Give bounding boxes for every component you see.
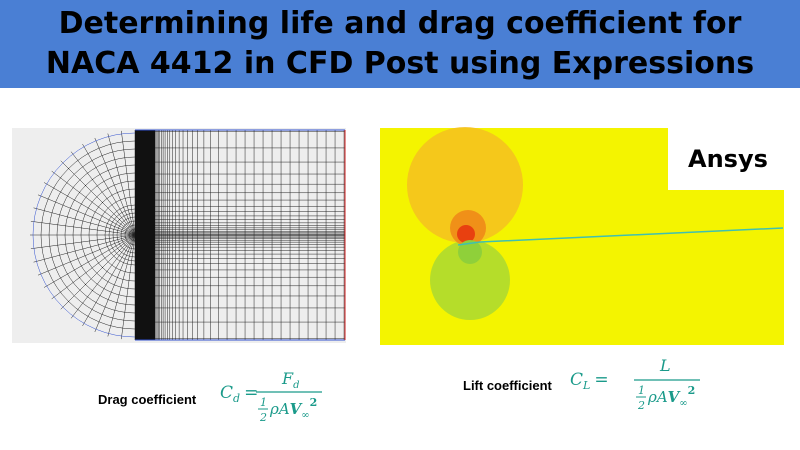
svg-text:ρAV∞2: ρAV∞2 bbox=[269, 396, 317, 421]
drag-formula: Cd = Fd 1 2 ρAV∞2 bbox=[220, 369, 322, 424]
lift-formula: CL = L 1 2 ρAV∞2 bbox=[570, 356, 700, 412]
symbol: 2 bbox=[688, 384, 696, 397]
symbol: d bbox=[293, 380, 299, 391]
symbol: ρA bbox=[269, 400, 290, 418]
symbol: 1 bbox=[638, 384, 645, 397]
symbol: 1 bbox=[260, 396, 267, 409]
mesh-image bbox=[12, 128, 346, 343]
symbol: 2 bbox=[259, 411, 267, 424]
logo: Ansys bbox=[688, 145, 768, 173]
symbol: C bbox=[220, 383, 233, 403]
symbol: V bbox=[668, 388, 681, 406]
symbol: = bbox=[594, 370, 608, 390]
svg-text:CL=: CL = bbox=[570, 370, 609, 392]
svg-text:Fd: Fd bbox=[281, 369, 300, 391]
symbol: d bbox=[233, 392, 240, 405]
symbol: ∞ bbox=[679, 398, 687, 409]
symbol: ρA bbox=[647, 388, 668, 406]
symbol: V bbox=[290, 400, 303, 418]
symbol: ∞ bbox=[301, 410, 309, 421]
contour-image: Ansys bbox=[380, 127, 784, 345]
lift-label: Lift coefficient bbox=[463, 378, 553, 393]
symbol: L bbox=[582, 379, 590, 392]
symbol: 2 bbox=[637, 399, 645, 412]
symbol: 2 bbox=[310, 396, 318, 409]
symbol: F bbox=[281, 369, 294, 388]
symbol: C bbox=[570, 370, 583, 390]
slide-title: Determining life and drag coefficient fo… bbox=[0, 0, 800, 88]
svg-text:ρAV∞2: ρAV∞2 bbox=[647, 384, 695, 409]
svg-text:Cd=: Cd = bbox=[220, 383, 258, 405]
symbol: = bbox=[244, 383, 258, 403]
symbol: L bbox=[659, 356, 671, 375]
drag-label: Drag coefficient bbox=[98, 392, 197, 407]
